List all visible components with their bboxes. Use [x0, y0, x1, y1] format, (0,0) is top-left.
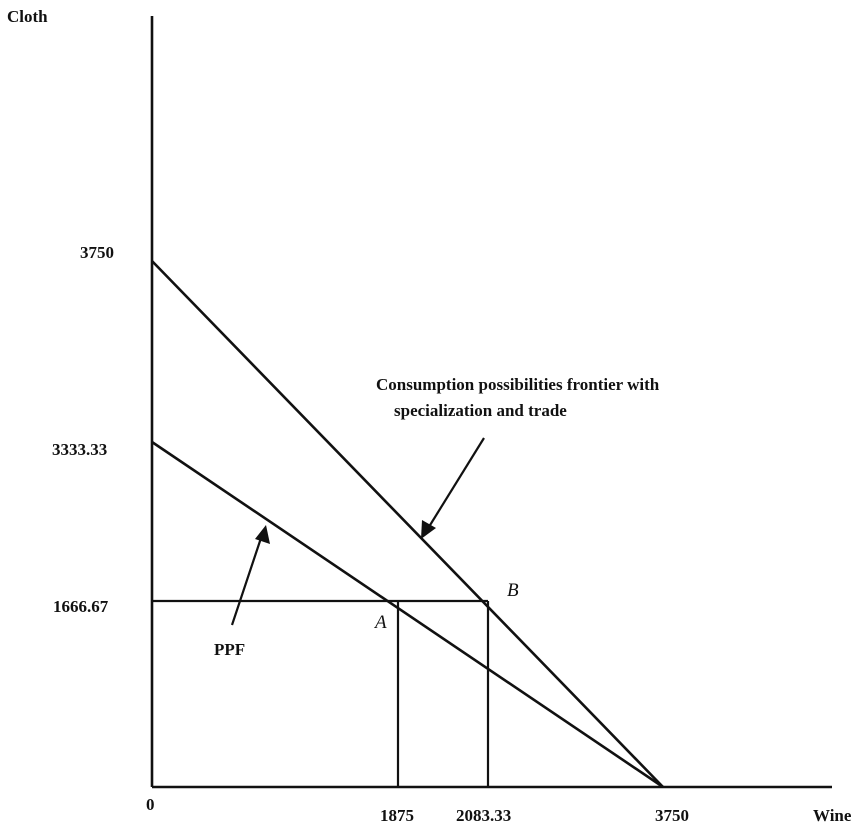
x-tick-1875: 1875	[380, 806, 414, 825]
point-b-label: B	[507, 580, 519, 601]
y-tick-1666: 1666.67	[53, 597, 109, 616]
x-tick-3750: 3750	[655, 806, 689, 825]
y-axis-label: Cloth	[7, 7, 48, 26]
cpf-annotation-arrow	[421, 437, 485, 539]
y-tick-3750: 3750	[80, 243, 114, 262]
x-tick-2083: 2083.33	[456, 806, 511, 825]
consumption-frontier-line	[151, 260, 664, 788]
ppf-line	[151, 440, 664, 789]
point-a-label: A	[373, 612, 387, 633]
origin-label: 0	[146, 795, 155, 814]
y-tick-3333: 3333.33	[52, 440, 107, 459]
ppf-annotation: PPF	[214, 640, 245, 659]
x-axis-label: Wine	[813, 806, 852, 825]
ppf-annotation-arrow	[230, 525, 270, 626]
cpf-annotation-line1: Consumption possibilities frontier with	[376, 375, 660, 394]
cpf-annotation-line2: specialization and trade	[394, 401, 567, 420]
